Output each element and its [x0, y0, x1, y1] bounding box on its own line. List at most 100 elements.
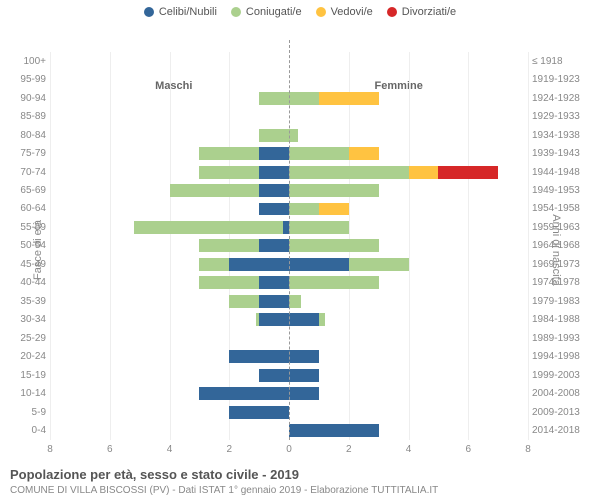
age-row: 20-241994-1998	[50, 348, 528, 366]
female-bar	[289, 350, 528, 363]
birth-years-label: 1929-1933	[532, 111, 596, 122]
birth-years-label: 1999-2003	[532, 370, 596, 381]
male-bar	[50, 276, 289, 289]
bar-segment	[259, 166, 289, 179]
male-bar	[50, 424, 289, 437]
bar-segment	[259, 129, 289, 142]
bar-segment	[199, 258, 229, 271]
legend-label: Coniugati/e	[246, 6, 302, 18]
male-bar	[50, 387, 289, 400]
female-bar	[289, 332, 528, 345]
female-bar	[289, 203, 528, 216]
birth-years-label: 1949-1953	[532, 185, 596, 196]
legend-swatch	[316, 7, 326, 17]
x-tick: 4	[406, 444, 412, 455]
age-row: 100+≤ 1918	[50, 52, 528, 70]
bar-segment	[170, 184, 260, 197]
male-bar	[50, 258, 289, 271]
age-label: 60-64	[8, 203, 46, 214]
bar-segment	[319, 313, 325, 326]
age-label: 15-19	[8, 370, 46, 381]
x-tick: 6	[107, 444, 113, 455]
age-row: 85-891929-1933	[50, 107, 528, 125]
age-label: 95-99	[8, 74, 46, 85]
female-bar	[289, 424, 528, 437]
age-row: 0-42014-2018	[50, 421, 528, 439]
female-bar	[289, 92, 528, 105]
age-label: 35-39	[8, 296, 46, 307]
female-bar	[289, 55, 528, 68]
age-label: 20-24	[8, 351, 46, 362]
bar-segment	[319, 92, 379, 105]
age-label: 90-94	[8, 93, 46, 104]
male-bar	[50, 55, 289, 68]
female-bar	[289, 221, 528, 234]
birth-years-label: 1959-1963	[532, 222, 596, 233]
bar-segment	[199, 239, 259, 252]
age-label: 30-34	[8, 314, 46, 325]
bar-segment	[289, 350, 319, 363]
x-axis: 864202468	[50, 444, 528, 458]
legend: Celibi/NubiliConiugati/eVedovi/eDivorzia…	[0, 0, 600, 20]
age-row: 95-991919-1923	[50, 70, 528, 88]
bar-segment	[289, 387, 319, 400]
bar-segment	[289, 424, 379, 437]
female-bar	[289, 73, 528, 86]
bar-segment	[289, 239, 379, 252]
bar-segment	[289, 221, 349, 234]
age-label: 45-49	[8, 259, 46, 270]
bar-segment	[259, 239, 289, 252]
male-bar	[50, 406, 289, 419]
age-label: 25-29	[8, 333, 46, 344]
bar-segment	[289, 313, 319, 326]
age-label: 0-4	[8, 425, 46, 436]
age-label: 55-59	[8, 222, 46, 233]
birth-years-label: 1964-1968	[532, 240, 596, 251]
age-row: 60-641954-1958	[50, 200, 528, 218]
male-bar	[50, 369, 289, 382]
age-label: 85-89	[8, 111, 46, 122]
male-bar	[50, 239, 289, 252]
bar-segment	[289, 184, 379, 197]
bar-segment	[349, 147, 379, 160]
birth-years-label: 2004-2008	[532, 388, 596, 399]
chart-subtitle: COMUNE DI VILLA BISCOSSI (PV) - Dati IST…	[10, 485, 438, 496]
bar-segment	[134, 221, 283, 234]
birth-years-label: 1994-1998	[532, 351, 596, 362]
birth-years-label: 2014-2018	[532, 425, 596, 436]
age-row: 40-441974-1978	[50, 274, 528, 292]
birth-years-label: 1969-1973	[532, 259, 596, 270]
bar-segment	[289, 258, 349, 271]
bar-segment	[289, 147, 349, 160]
bar-segment	[199, 276, 259, 289]
bar-segment	[259, 147, 289, 160]
female-bar	[289, 313, 528, 326]
male-bar	[50, 313, 289, 326]
female-bar	[289, 258, 528, 271]
bar-segment	[229, 258, 289, 271]
legend-swatch	[387, 7, 397, 17]
female-bar	[289, 129, 528, 142]
birth-years-label: 1939-1943	[532, 148, 596, 159]
bar-segment	[259, 369, 289, 382]
bar-segment	[199, 166, 259, 179]
birth-years-label: 1934-1938	[532, 130, 596, 141]
bar-segment	[259, 184, 289, 197]
age-row: 30-341984-1988	[50, 311, 528, 329]
population-pyramid-chart: Celibi/NubiliConiugati/eVedovi/eDivorzia…	[0, 0, 600, 500]
male-bar	[50, 110, 289, 123]
age-label: 70-74	[8, 167, 46, 178]
age-label: 65-69	[8, 185, 46, 196]
birth-years-label: ≤ 1918	[532, 56, 596, 67]
female-bar	[289, 295, 528, 308]
legend-item: Celibi/Nubili	[144, 6, 217, 18]
birth-years-label: 2009-2013	[532, 407, 596, 418]
age-row: 25-291989-1993	[50, 329, 528, 347]
age-row: 90-941924-1928	[50, 89, 528, 107]
male-bar	[50, 166, 289, 179]
bar-segment	[319, 203, 349, 216]
birth-years-label: 1979-1983	[532, 296, 596, 307]
bar-segment	[438, 166, 498, 179]
legend-item: Divorziati/e	[387, 6, 456, 18]
male-bar	[50, 129, 289, 142]
